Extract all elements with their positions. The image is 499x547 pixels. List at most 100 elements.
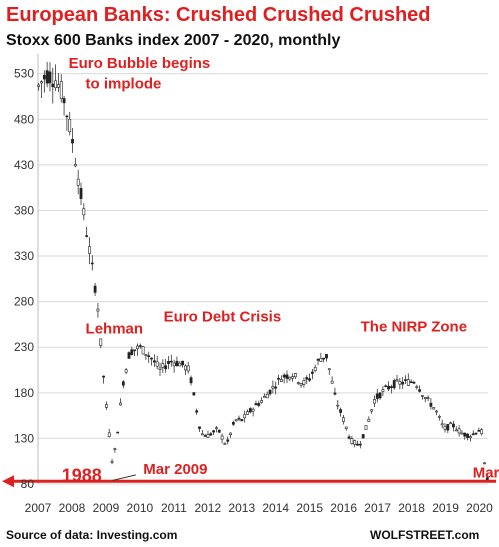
candle-body-66 bbox=[223, 443, 227, 445]
candle-body-60 bbox=[206, 434, 210, 438]
candle-body-26 bbox=[110, 460, 114, 463]
candle-body-27 bbox=[113, 448, 117, 450]
candle-body-35 bbox=[136, 345, 139, 350]
candle-body-149 bbox=[457, 428, 461, 434]
candle-body-5 bbox=[51, 83, 55, 88]
y-tick-480: 480 bbox=[14, 112, 34, 126]
candle-body-91 bbox=[294, 373, 297, 378]
candle-body-103 bbox=[327, 368, 331, 370]
candle-body-99 bbox=[316, 359, 320, 361]
x-tick-labels: 2007 2008 2009 2010 2011 2012 2013 2014 2015 2016… bbox=[25, 501, 494, 515]
candle-body-52 bbox=[184, 365, 187, 371]
candle-body-157 bbox=[480, 429, 484, 435]
candle-body-100 bbox=[319, 358, 323, 362]
candle-body-11 bbox=[68, 118, 72, 133]
candle-body-137 bbox=[423, 397, 427, 399]
candle-body-71 bbox=[237, 417, 241, 420]
y-tick-280: 280 bbox=[14, 295, 34, 309]
candle-body-48 bbox=[172, 362, 176, 367]
candle-body-122 bbox=[381, 389, 385, 392]
candle-body-130 bbox=[404, 379, 407, 381]
x-tick-2009: 2009 bbox=[93, 501, 120, 515]
candle-body-43 bbox=[158, 367, 162, 371]
watermark: WOLFSTREET.com bbox=[370, 528, 480, 542]
candle-body-94 bbox=[302, 380, 306, 385]
x-tick-2008: 2008 bbox=[59, 501, 86, 515]
candle-body-154 bbox=[471, 433, 475, 436]
candle-body-117 bbox=[367, 419, 371, 422]
annotation-nirp: The NIRP Zone bbox=[361, 319, 467, 336]
annotation-mar18: Mar 18 bbox=[473, 465, 499, 482]
candle-body-21 bbox=[96, 308, 100, 312]
chart-subtitle: Stoxx 600 Banks index 2007 - 2020, month… bbox=[6, 32, 341, 49]
candle-body-111 bbox=[350, 438, 354, 445]
candle-body-61 bbox=[209, 433, 213, 436]
candle-body-56 bbox=[195, 410, 199, 413]
candle-body-114 bbox=[358, 443, 362, 446]
candle-body-31 bbox=[124, 369, 128, 373]
x-tick-2010: 2010 bbox=[127, 501, 154, 515]
x-tick-2020: 2020 bbox=[466, 501, 493, 515]
candle-body-86 bbox=[279, 379, 283, 382]
x-tick-2017: 2017 bbox=[364, 501, 391, 515]
candle-body-73 bbox=[243, 414, 247, 419]
candle-body-14 bbox=[76, 178, 80, 186]
candle-body-70 bbox=[234, 419, 238, 422]
candle-body-93 bbox=[299, 383, 303, 386]
candle-body-158 bbox=[483, 462, 486, 465]
candle-body-1 bbox=[40, 81, 43, 84]
candle-body-50 bbox=[178, 362, 182, 367]
x-tick-2013: 2013 bbox=[228, 501, 255, 515]
candle-body-79 bbox=[260, 400, 263, 403]
candle-body-55 bbox=[192, 392, 196, 396]
candle-body-82 bbox=[268, 389, 272, 395]
reference-arrow bbox=[2, 475, 14, 488]
candle-body-104 bbox=[330, 380, 334, 384]
candle-body-33 bbox=[130, 349, 134, 355]
annotation-implode: to implode bbox=[86, 75, 162, 92]
annotation-y1988: 1988 bbox=[62, 465, 102, 485]
candle-body-42 bbox=[155, 361, 159, 367]
candle-body-150 bbox=[460, 432, 464, 435]
candle-body-144 bbox=[443, 426, 447, 430]
gridlines bbox=[37, 54, 488, 485]
candle-body-147 bbox=[452, 423, 455, 428]
candle-body-135 bbox=[418, 389, 422, 392]
candle-body-87 bbox=[282, 374, 286, 378]
candle-body-12 bbox=[71, 138, 74, 144]
candle-body-69 bbox=[231, 421, 235, 425]
candle-body-110 bbox=[347, 436, 351, 439]
candle-body-142 bbox=[437, 416, 441, 418]
candle-body-2 bbox=[42, 74, 46, 80]
candle-body-131 bbox=[406, 379, 410, 386]
candle-body-113 bbox=[356, 443, 359, 446]
candle-body-53 bbox=[186, 365, 190, 372]
candle-body-24 bbox=[104, 404, 108, 408]
candle-body-0 bbox=[37, 84, 41, 87]
candle-body-125 bbox=[389, 386, 393, 388]
candle-body-7 bbox=[57, 84, 60, 88]
candle-body-49 bbox=[175, 360, 179, 366]
candle-body-46 bbox=[167, 361, 170, 364]
candle-body-115 bbox=[361, 434, 365, 439]
candle-body-62 bbox=[212, 430, 216, 433]
candle-body-38 bbox=[144, 354, 148, 356]
candle-body-32 bbox=[127, 352, 131, 359]
candle-body-45 bbox=[164, 365, 168, 370]
candle-body-136 bbox=[421, 395, 424, 397]
x-tick-2019: 2019 bbox=[432, 501, 459, 515]
x-tick-2016: 2016 bbox=[330, 501, 357, 515]
candle-body-75 bbox=[248, 408, 252, 413]
candle-body-132 bbox=[409, 381, 413, 384]
candle-body-18 bbox=[88, 246, 91, 254]
candle-body-145 bbox=[446, 424, 450, 431]
candle-body-3 bbox=[45, 70, 49, 84]
y-tick-530: 530 bbox=[14, 67, 34, 81]
candle-body-9 bbox=[62, 98, 66, 104]
candle-body-141 bbox=[435, 410, 438, 413]
candle-body-134 bbox=[415, 386, 419, 388]
candle-body-51 bbox=[181, 360, 184, 366]
candle-body-89 bbox=[288, 376, 292, 380]
